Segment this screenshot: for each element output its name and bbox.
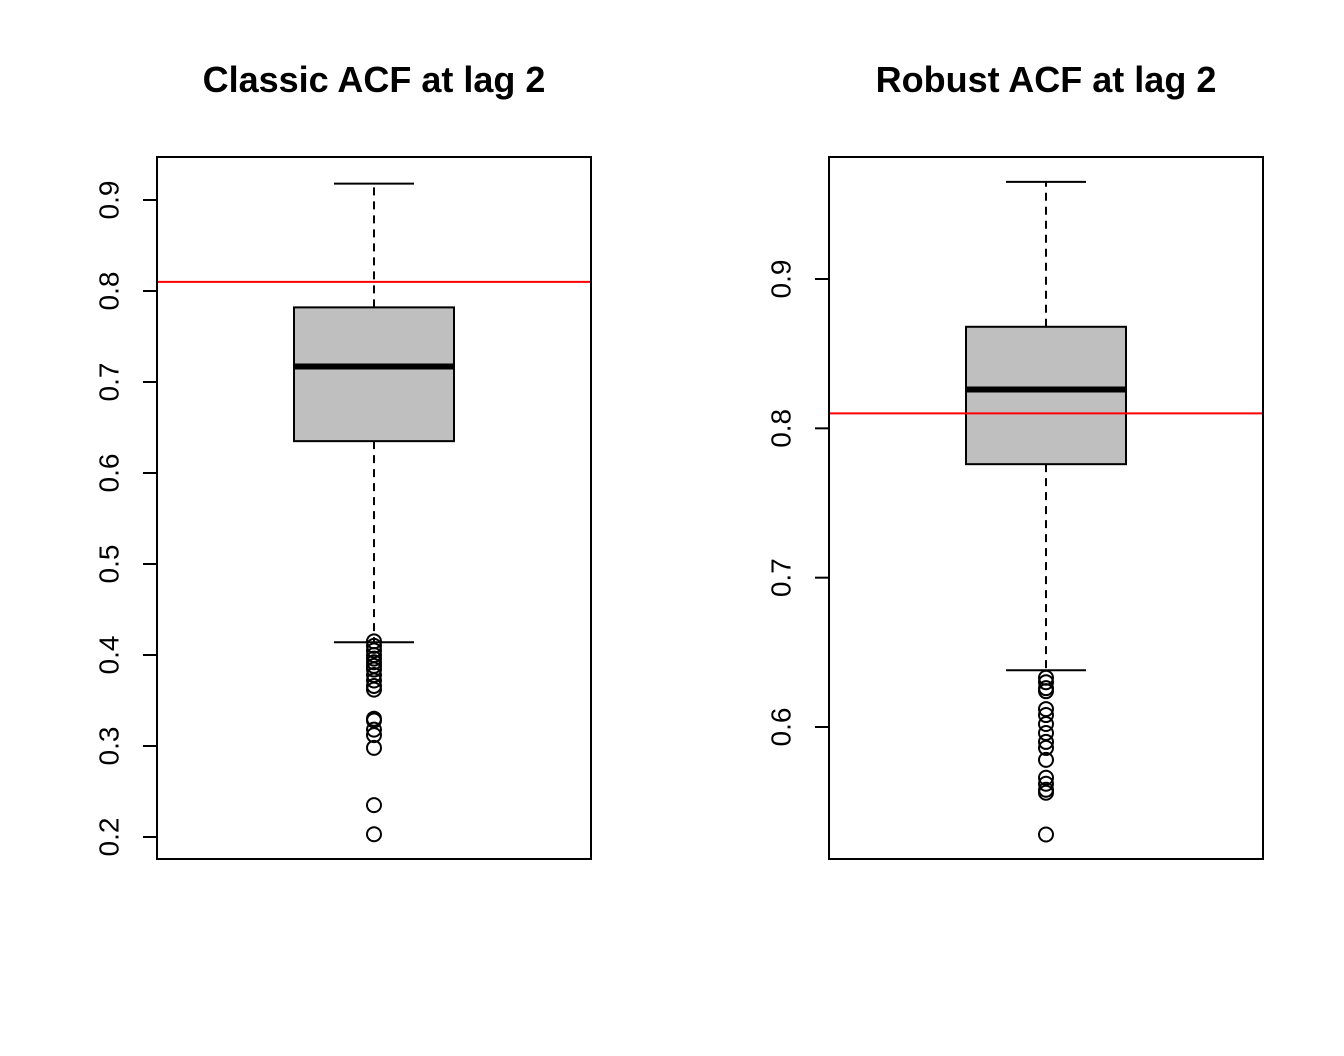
y-tick-label: 0.2 bbox=[94, 818, 125, 857]
y-tick-label: 0.6 bbox=[94, 454, 125, 493]
y-tick-label: 0.4 bbox=[94, 636, 125, 675]
outlier-point bbox=[1038, 751, 1054, 768]
outlier-point bbox=[1038, 733, 1054, 750]
plot-frame bbox=[828, 156, 1264, 860]
outlier-point bbox=[1038, 775, 1054, 792]
y-tick-label: 0.9 bbox=[94, 181, 125, 220]
iqr-box bbox=[965, 325, 1127, 466]
outlier-point bbox=[366, 661, 382, 678]
y-tick-label: 0.8 bbox=[94, 272, 125, 311]
outlier-point bbox=[366, 642, 382, 659]
y-tick-label: 0.8 bbox=[766, 409, 797, 448]
outlier-point bbox=[1038, 784, 1054, 801]
outlier-point bbox=[366, 797, 382, 814]
y-tick-label: 0.6 bbox=[766, 708, 797, 747]
outlier-point bbox=[1038, 826, 1054, 843]
iqr-box bbox=[293, 306, 455, 443]
outlier-point bbox=[1038, 707, 1054, 724]
chart-title-robust: Robust ACF at lag 2 bbox=[876, 59, 1217, 100]
outlier-point bbox=[1038, 716, 1054, 733]
outlier-point bbox=[366, 681, 382, 698]
y-tick-label: 0.9 bbox=[766, 260, 797, 299]
y-tick-label: 0.5 bbox=[94, 545, 125, 584]
outlier-point bbox=[1038, 674, 1054, 691]
outlier-point bbox=[366, 727, 382, 744]
y-tick-label: 0.3 bbox=[94, 727, 125, 766]
outlier-point bbox=[1038, 739, 1054, 756]
y-tick-label: 0.7 bbox=[94, 363, 125, 402]
robust-acf-panel: 0.6 0.7 0.8 0.9 bbox=[766, 156, 1264, 860]
chart-title-classic: Classic ACF at lag 2 bbox=[203, 59, 546, 100]
outlier-point bbox=[1038, 683, 1054, 700]
plot-frame bbox=[156, 156, 592, 860]
classic-acf-panel: 0.2 0.3 0.4 0.5 0.6 0.7 0.8 0.9 bbox=[94, 156, 592, 860]
outlier-point bbox=[366, 739, 382, 756]
outlier-point bbox=[366, 672, 382, 689]
outlier-point bbox=[366, 826, 382, 843]
y-tick-label: 0.7 bbox=[766, 558, 797, 597]
outlier-point bbox=[366, 637, 382, 654]
outlier-point bbox=[366, 721, 382, 738]
